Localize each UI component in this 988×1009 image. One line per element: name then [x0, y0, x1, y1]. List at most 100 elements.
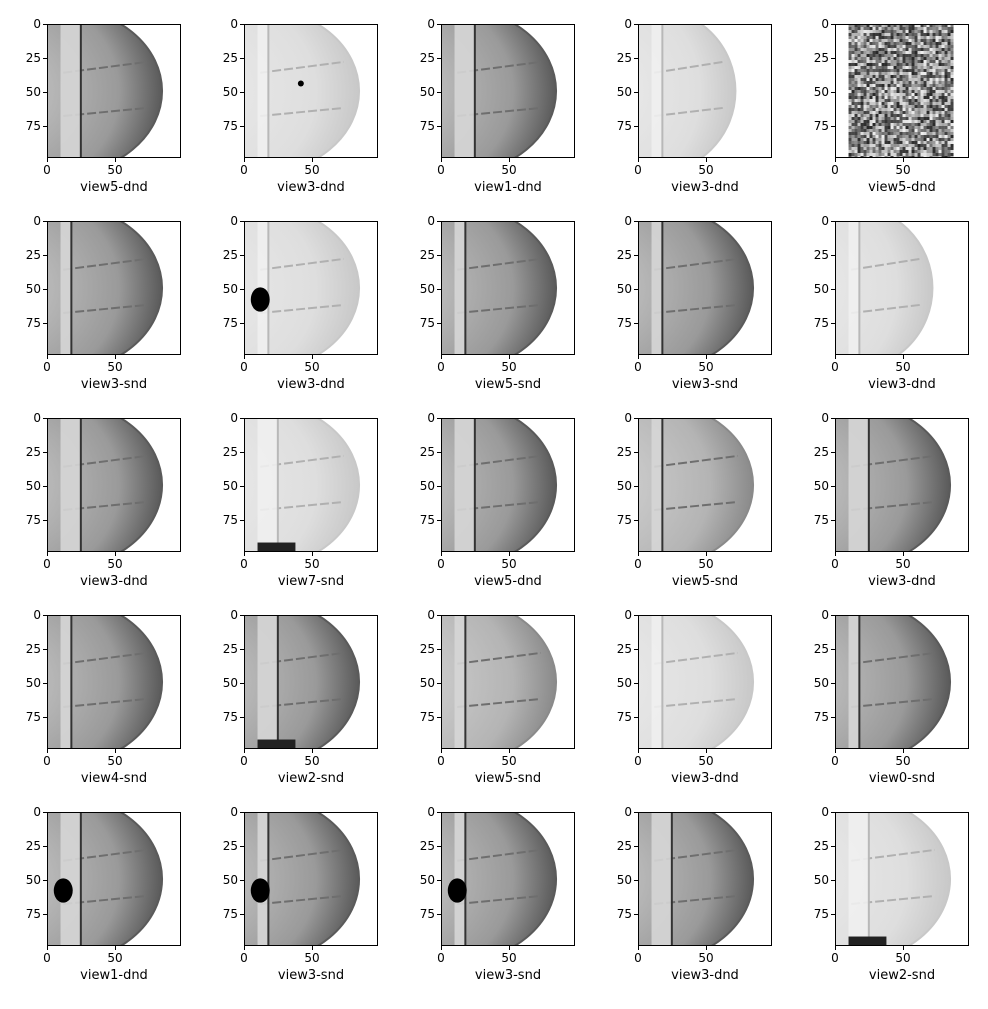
y-tick — [437, 520, 441, 521]
x-tick-label: 0 — [831, 557, 839, 571]
y-tick-label: 0 — [33, 411, 41, 425]
subplot-xlabel: view3-snd — [474, 968, 542, 983]
subplot-19: 0 25 50 75 0 50 view3-dnd — [617, 608, 772, 786]
x-tick-label: 0 — [634, 951, 642, 965]
y-tick — [43, 914, 47, 915]
subplot-xlabel: view3-dnd — [80, 574, 148, 589]
subplot-image — [638, 812, 772, 946]
x-tick-label: 50 — [501, 360, 517, 374]
y-tick-label: 75 — [616, 316, 632, 330]
y-tick-label: 50 — [25, 282, 41, 296]
x-tick — [835, 946, 836, 950]
y-tick-label: 75 — [616, 907, 632, 921]
x-tick-label: 0 — [240, 754, 248, 768]
x-tick-label: 0 — [437, 754, 445, 768]
y-tick-label: 25 — [419, 248, 435, 262]
y-tick — [43, 452, 47, 453]
y-tick — [240, 649, 244, 650]
x-tick-label: 50 — [895, 951, 911, 965]
x-tick — [115, 946, 116, 950]
y-tick-label: 75 — [25, 119, 41, 133]
y-tick — [634, 486, 638, 487]
y-tick — [437, 649, 441, 650]
y-tick-label: 50 — [222, 85, 238, 99]
x-tick — [115, 552, 116, 556]
subplot-xlabel: view3-dnd — [277, 377, 345, 392]
y-tick-label: 75 — [616, 710, 632, 724]
y-tick — [437, 58, 441, 59]
subplot-image — [47, 418, 181, 552]
subplot-xlabel: view4-snd — [80, 771, 148, 786]
y-tick-label: 75 — [222, 513, 238, 527]
subplot-image — [835, 615, 969, 749]
y-tick-label: 50 — [616, 479, 632, 493]
y-tick-label: 25 — [222, 248, 238, 262]
x-tick-label: 50 — [895, 557, 911, 571]
y-tick-label: 50 — [419, 676, 435, 690]
subplot-image — [835, 418, 969, 552]
subplot-4: 0 25 50 75 0 50 view3-dnd — [617, 17, 772, 195]
subplot-xlabel: view5-dnd — [474, 574, 542, 589]
subplot-xlabel: view1-dnd — [80, 968, 148, 983]
subplot-image — [638, 24, 772, 158]
y-tick-label: 0 — [230, 411, 238, 425]
x-tick-label: 0 — [43, 951, 51, 965]
x-tick-label: 0 — [240, 360, 248, 374]
x-tick — [441, 552, 442, 556]
subplot-25: 0 25 50 75 0 50 view2-snd — [814, 805, 969, 983]
x-tick — [835, 158, 836, 162]
y-tick-label: 75 — [222, 710, 238, 724]
y-tick — [240, 520, 244, 521]
y-tick-label: 50 — [222, 676, 238, 690]
y-tick-label: 50 — [222, 873, 238, 887]
y-tick-label: 75 — [813, 513, 829, 527]
y-tick-label: 75 — [419, 119, 435, 133]
subplot-image — [638, 418, 772, 552]
x-tick — [47, 552, 48, 556]
y-tick — [43, 520, 47, 521]
y-tick — [831, 58, 835, 59]
x-tick — [706, 552, 707, 556]
y-tick — [437, 92, 441, 93]
x-tick-label: 50 — [304, 557, 320, 571]
x-tick — [47, 749, 48, 753]
y-tick-label: 50 — [813, 85, 829, 99]
y-tick-label: 75 — [813, 316, 829, 330]
y-tick-label: 50 — [419, 873, 435, 887]
y-tick-label: 25 — [25, 51, 41, 65]
y-tick — [437, 24, 441, 25]
subplot-image — [441, 221, 575, 355]
x-tick — [441, 749, 442, 753]
subplot-xlabel: view5-snd — [474, 377, 542, 392]
y-tick — [437, 486, 441, 487]
y-tick — [634, 323, 638, 324]
x-tick — [47, 946, 48, 950]
x-tick — [244, 552, 245, 556]
y-tick — [831, 649, 835, 650]
y-tick-label: 50 — [813, 873, 829, 887]
x-tick — [312, 355, 313, 359]
y-tick-label: 0 — [624, 411, 632, 425]
y-tick-label: 75 — [616, 513, 632, 527]
y-tick-label: 50 — [616, 85, 632, 99]
y-tick — [240, 914, 244, 915]
x-tick — [115, 355, 116, 359]
x-tick-label: 50 — [107, 360, 123, 374]
subplot-image — [47, 615, 181, 749]
y-tick — [634, 846, 638, 847]
y-tick-label: 25 — [25, 445, 41, 459]
x-tick-label: 0 — [634, 163, 642, 177]
y-tick — [634, 255, 638, 256]
y-tick-label: 50 — [25, 873, 41, 887]
x-tick — [312, 552, 313, 556]
y-tick — [831, 717, 835, 718]
y-tick-label: 25 — [419, 51, 435, 65]
x-tick — [638, 946, 639, 950]
y-tick — [240, 289, 244, 290]
y-tick — [634, 520, 638, 521]
y-tick-label: 25 — [813, 248, 829, 262]
x-tick-label: 50 — [107, 163, 123, 177]
subplot-17: 0 25 50 75 0 50 view2-snd — [223, 608, 378, 786]
y-tick-label: 0 — [821, 214, 829, 228]
